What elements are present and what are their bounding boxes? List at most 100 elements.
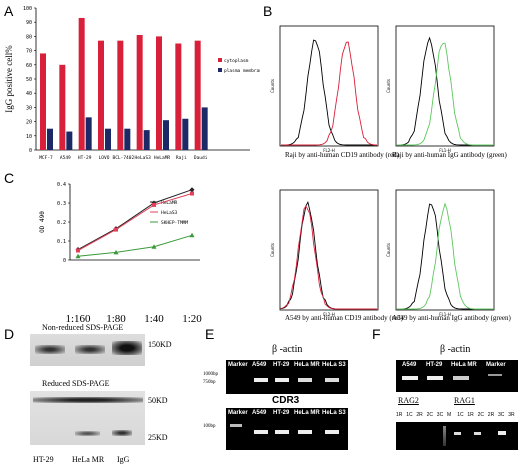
bar-cytoplasm [194,40,201,150]
axis-label-fl: FL1-H [439,312,451,317]
lane-label: 3R [508,412,515,418]
gel-rag [396,422,518,450]
y-tick-label: 10 [26,134,32,140]
bar-plasma-membrane [163,120,169,150]
legend-label: plasma membrane [224,68,260,74]
lane-label: 2C [477,412,484,418]
size-1000bp: 1000bp [203,372,218,377]
bar-plasma-membrane [182,118,189,150]
title-cdr3: CDR3 [272,395,300,406]
x-tick-label: 1:80 [106,313,126,322]
gel-non-reduced [30,334,145,366]
histogram-curve [397,42,493,146]
band [454,432,461,435]
band [474,432,481,435]
bar-cytoplasm [78,17,85,150]
x-tick-label: 1:160 [65,313,91,322]
x-tick-label: HeLaS3 [135,155,152,161]
histogram-frame [395,25,495,147]
y-tick-label: 0.1 [57,239,66,245]
band [75,431,100,436]
y-tick-label: 20 [26,120,32,126]
bar-plasma-membrane [124,128,131,150]
bar-cytoplasm [117,40,124,150]
band [275,430,289,434]
flow-cytometry-histograms: Counts FL2-H Counts FL1-H Counts FL2-H Counts F… [270,25,495,317]
band [488,374,502,376]
legend-swatch [218,58,222,62]
bar-cytoplasm [98,40,104,150]
y-tick-label: 0 [63,258,66,264]
marker-25kd: 25KD [148,433,168,442]
band [254,430,268,434]
legend-label: HeLaS3 [161,210,178,216]
band [443,426,446,446]
band [275,378,289,382]
band [427,376,443,380]
y-tick-label: 0.3 [57,201,66,207]
panel-label-b: B [263,3,273,19]
bar-cytoplasm [40,53,46,150]
data-point [189,232,195,238]
lane-ht29: HT-29 [273,362,290,368]
lane-helamr: HeLa MR [451,362,477,368]
lane-ht29: HT-29 [426,362,443,368]
lane-helas3: HeLa S3 [322,362,346,368]
histogram-frame [279,25,379,147]
band [498,431,506,435]
data-point [190,191,194,196]
band [112,341,142,355]
bar-cytoplasm [175,43,182,150]
lane-igg: IgG [117,455,130,464]
axis-label-counts: Counts [270,79,275,93]
legend-label: cytoplasm [224,58,249,64]
legend-label: HeLaMR [161,200,178,206]
axis-label-fl: FL2-H [323,148,335,153]
lane-a549: A549 [252,362,267,368]
gel-beta-actin-f: A549 HT-29 HeLa MR Marker [396,360,518,392]
x-tick-label: 1:20 [182,313,202,322]
label-rag1: RAG1 [454,396,475,405]
series-line-HeLaS3 [77,193,193,251]
axis-label-counts: Counts [270,243,275,257]
gel-beta-actin-e: Marker A549 HT-29 HeLa MR HeLa S3 [226,360,348,394]
series-line-SKHEP-TMMM [77,234,193,257]
label-rag2: RAG2 [398,396,419,405]
lane-helas3: HeLa S3 [322,410,346,416]
y-tick-label: 90 [26,20,32,26]
legend-label: SKHEP-TMMM [161,220,188,226]
rag-lane-labels: 1R 1C 2R 2C 3C M 1C 1R 2C 2R 3C 3R [394,412,520,422]
lane-label: 1R [396,412,403,418]
lane-label: M [447,412,452,418]
histogram-frame [395,189,495,311]
lane-helamr: HeLa MR [294,410,320,416]
x-tick-label: HT-29 [78,155,92,161]
axis-label-counts: Counts [386,79,391,93]
gel-cdr3: Marker A549 HT-29 HeLa MR HeLa S3 [226,408,348,450]
data-point [189,187,195,193]
band [75,345,105,354]
bar-plasma-membrane [201,107,208,150]
lane-label: 1C [457,412,464,418]
x-tick-label: BCL-7402 [112,155,134,161]
lane-label: 1C [406,412,413,418]
histogram-curve [397,202,493,310]
y-tick-label: 0 [29,148,32,154]
band [325,430,339,434]
histogram-curve [281,41,377,146]
histogram-curve [281,39,377,146]
axis-label-fl: FL2-H [323,312,335,317]
lane-label: 1R [467,412,474,418]
data-point [152,202,156,207]
y-tick-label: 70 [26,49,32,55]
histogram-curve [280,205,377,310]
bar-cytoplasm [156,36,162,150]
lane-helamr: HeLa MR [294,362,320,368]
lane-label: 2R [487,412,495,418]
band [402,376,418,380]
lane-label: 2R [416,412,423,418]
axis-label-counts: Counts [386,243,391,257]
marker-50kd: 50KD [148,396,168,405]
bar-plasma-membrane [85,117,92,150]
title-reduced: Reduced SDS-PAGE [42,379,110,388]
